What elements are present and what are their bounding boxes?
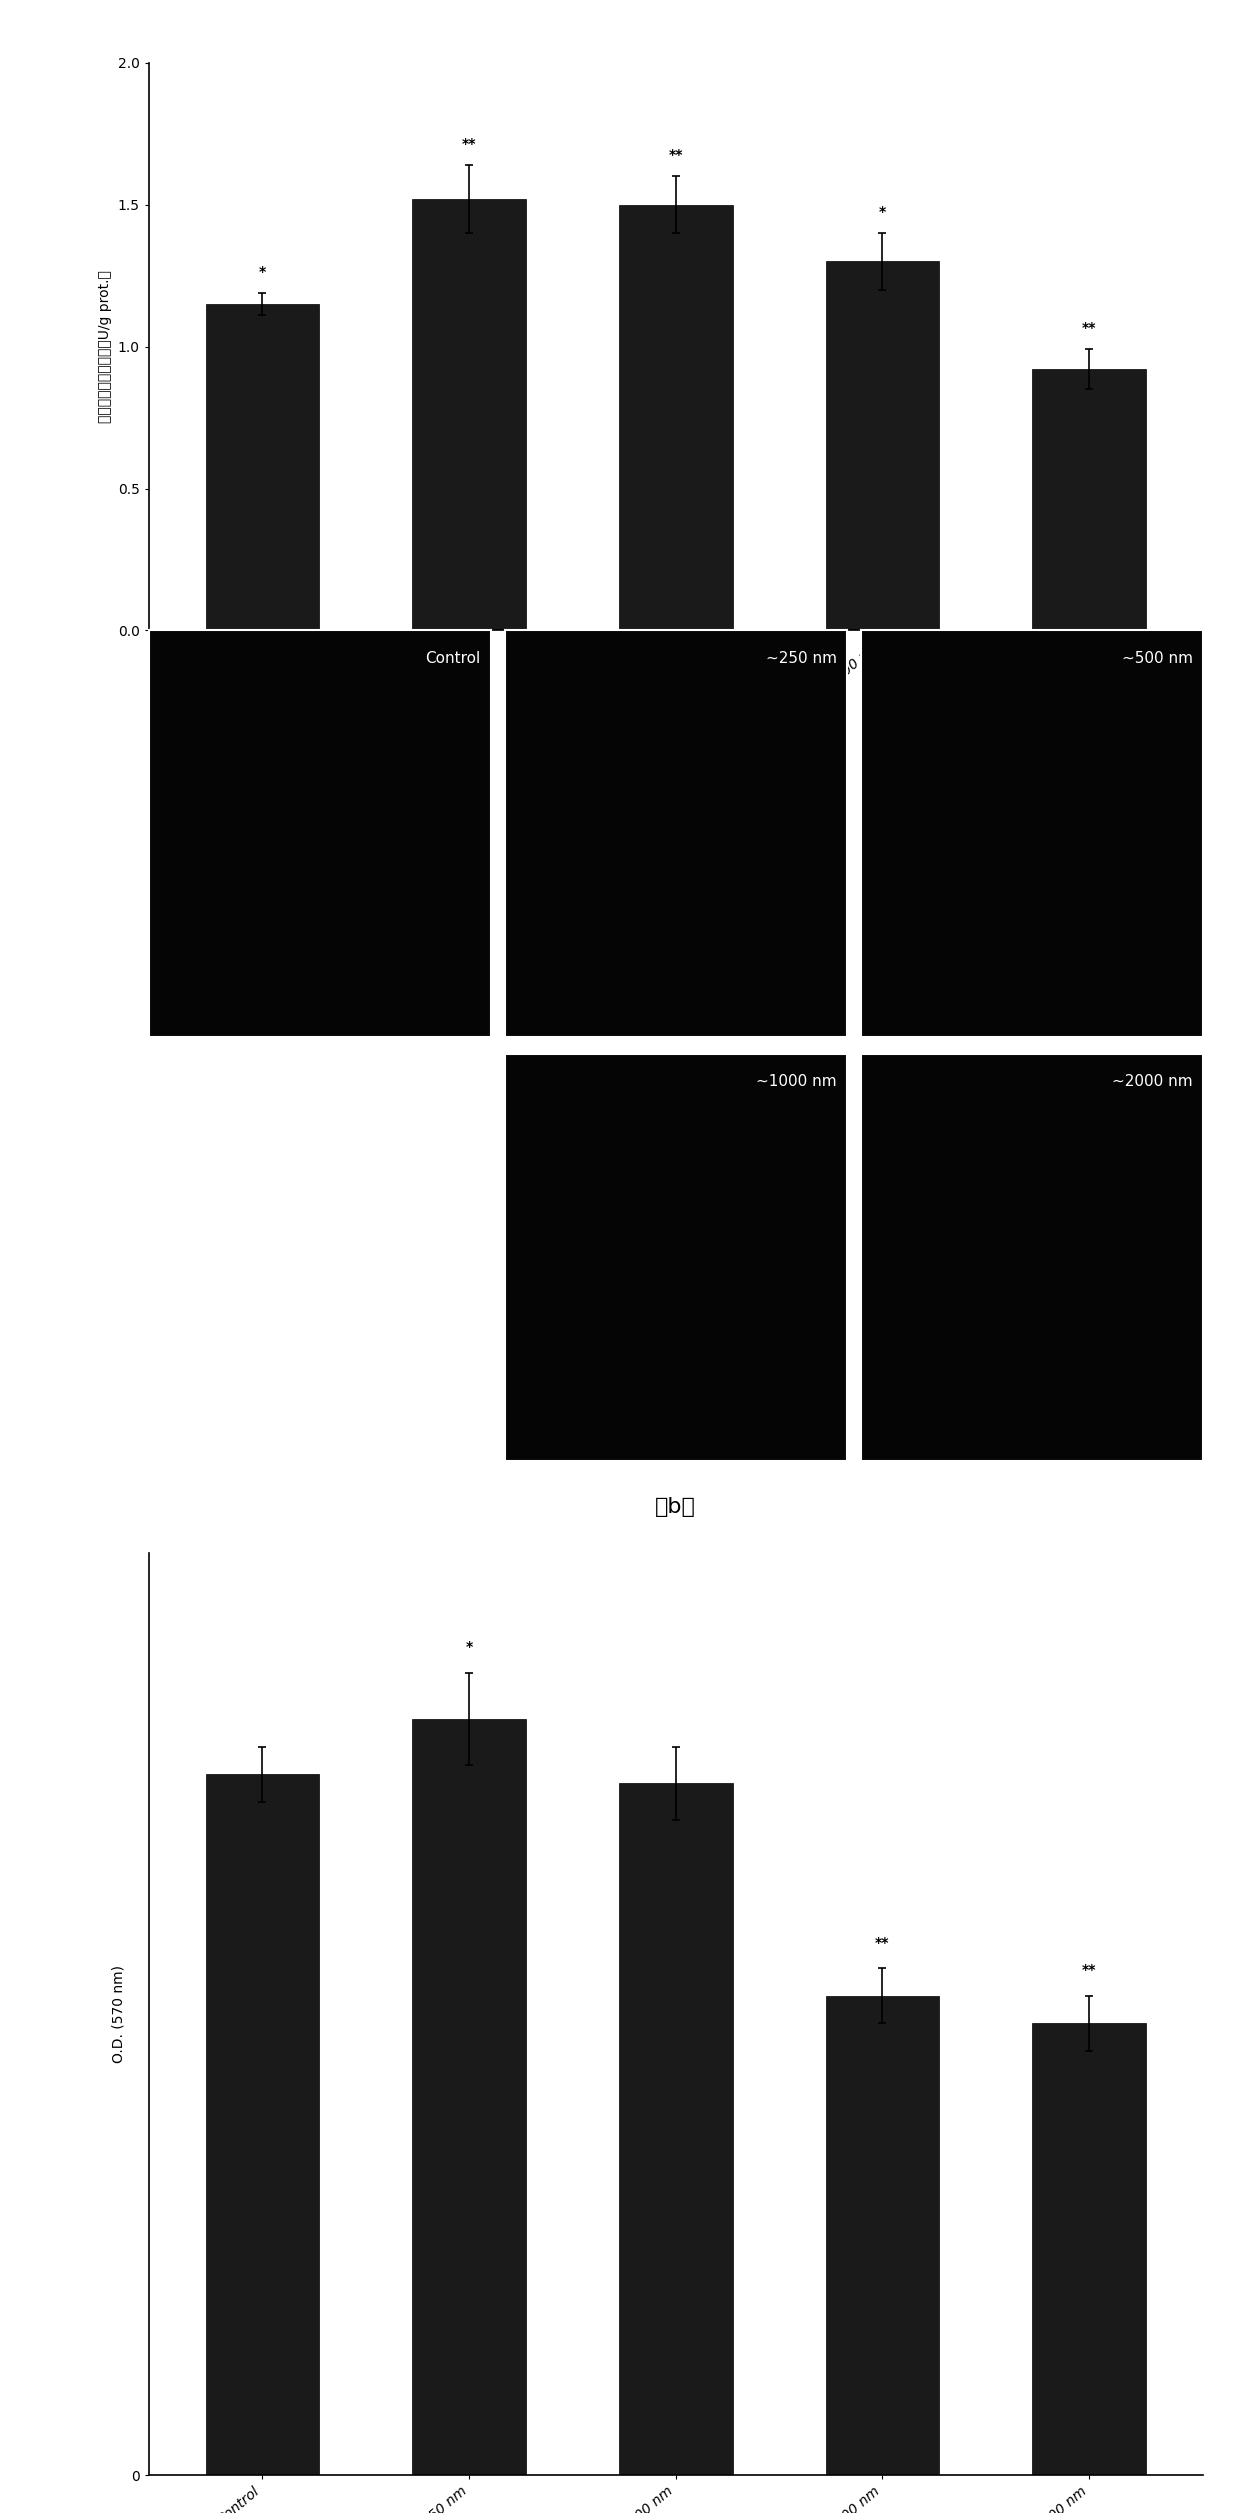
Text: **: ** [875, 1935, 890, 1950]
Text: *: * [259, 264, 267, 279]
Text: **: ** [1081, 1963, 1096, 1978]
Text: **: ** [461, 136, 476, 151]
Bar [413, 1719, 526, 2475]
Text: *: * [879, 206, 887, 219]
Bar [413, 199, 526, 631]
Text: （a）: （a） [656, 812, 696, 832]
Text: （b）: （b） [656, 1498, 696, 1518]
Bar [619, 1784, 733, 2475]
Text: ~250 nm: ~250 nm [765, 651, 837, 666]
Text: *: * [465, 1641, 472, 1654]
Text: ~500 nm: ~500 nm [1121, 651, 1193, 666]
Y-axis label: 超氧化物歧化酶活性（U/g prot.）: 超氧化物歧化酶活性（U/g prot.） [98, 271, 112, 422]
Text: **: ** [1081, 322, 1096, 334]
Bar [826, 261, 940, 631]
Text: ~1000 nm: ~1000 nm [756, 1073, 837, 1088]
Text: Control: Control [425, 651, 481, 666]
Bar [1033, 2023, 1146, 2475]
Text: ~2000 nm: ~2000 nm [1112, 1073, 1193, 1088]
Text: **: ** [668, 148, 683, 163]
Y-axis label: O.D. (570 nm): O.D. (570 nm) [112, 1965, 125, 2063]
Bar [206, 304, 320, 631]
Bar [206, 1774, 320, 2475]
Bar [619, 204, 733, 631]
Bar [1033, 369, 1146, 631]
Bar [826, 1995, 940, 2475]
